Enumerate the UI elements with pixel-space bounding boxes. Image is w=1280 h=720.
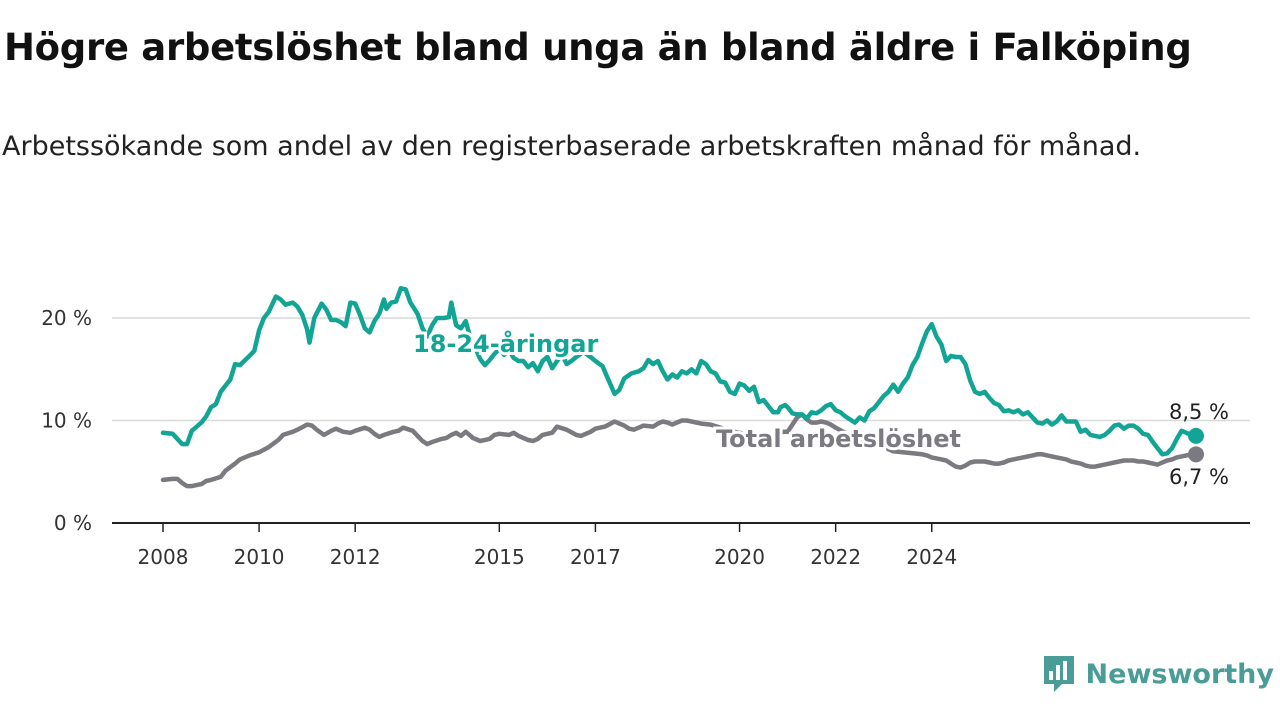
- series-line-youth: [160, 286, 1199, 457]
- x-tick-label: 2022: [810, 545, 861, 569]
- newsworthy-chart-icon: [1043, 656, 1074, 692]
- end-point-total: [1188, 446, 1204, 463]
- x-tick-label: 2012: [330, 545, 381, 569]
- series-label-youth: 18-24-åringar: [413, 329, 598, 358]
- y-tick-label: 0 %: [54, 511, 92, 535]
- x-tick-label: 2020: [714, 545, 765, 569]
- x-tick-label: 2015: [474, 545, 525, 569]
- x-tick-label: 2010: [234, 545, 285, 569]
- brand-logo: Newsworthy: [1042, 654, 1274, 694]
- series-labels: 18-24-åringar Total arbetslöshet 8,5 % 6…: [410, 326, 1229, 489]
- end-point-youth: [1188, 427, 1204, 444]
- series-label-total: Total arbetslöshet: [716, 425, 961, 453]
- series-line-total: [160, 412, 1199, 489]
- x-tick-label: 2017: [570, 545, 621, 569]
- x-axis-ticks: 2008 2010 2012 2015 2017 2020 2022 2024: [138, 523, 957, 569]
- page-subtitle: Arbetssökande som andel av den registerb…: [2, 131, 1142, 162]
- end-label-total: 6,7 %: [1169, 465, 1229, 489]
- y-tick-label: 20 %: [41, 306, 92, 330]
- page-title: Högre arbetslöshet bland unga än bland ä…: [4, 26, 1192, 69]
- y-tick-label: 10 %: [41, 409, 92, 433]
- y-axis-ticks: 0 % 10 % 20 %: [41, 306, 92, 535]
- end-label-youth: 8,5 %: [1169, 400, 1229, 424]
- series-lines: [160, 286, 1204, 489]
- x-tick-label: 2024: [906, 545, 957, 569]
- brand-name: Newsworthy: [1085, 658, 1274, 690]
- x-tick-label: 2008: [138, 545, 189, 569]
